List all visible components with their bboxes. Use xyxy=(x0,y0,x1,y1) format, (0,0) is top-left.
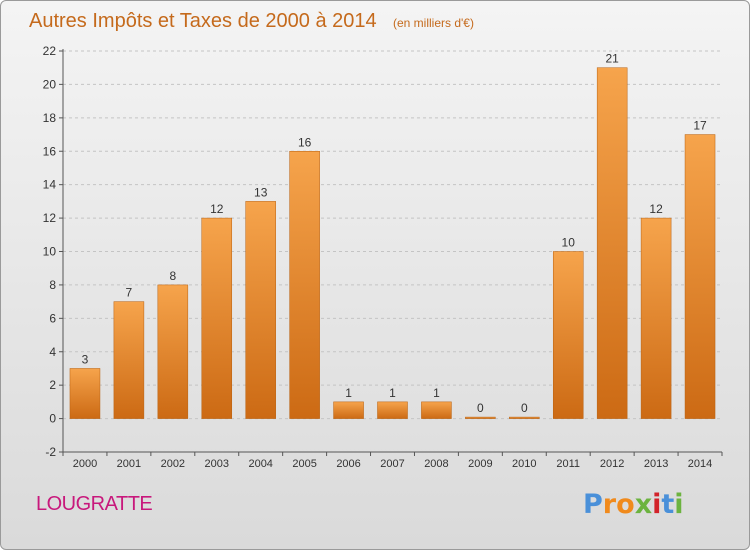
x-tick-label: 2011 xyxy=(556,458,580,470)
logo-letter: i xyxy=(652,489,662,520)
logo-letter: t xyxy=(661,489,675,520)
x-tick-label: 2004 xyxy=(248,458,272,470)
data-label: 1 xyxy=(345,386,352,400)
proxiti-logo: Proxiti xyxy=(583,489,684,520)
bar xyxy=(684,134,716,419)
y-tick-labels: -2 0 2 4 6 8 10 12 14 16 18 20 22 xyxy=(43,44,57,459)
x-tick-label: 2012 xyxy=(600,458,624,470)
chart-title: Autres Impôts et Taxes de 2000 à 2014 xyxy=(29,10,377,32)
bar xyxy=(596,67,628,419)
bar xyxy=(421,401,452,419)
y-tick-label: 22 xyxy=(43,44,57,58)
x-tick-label: 2010 xyxy=(512,458,536,470)
y-tick-label: 4 xyxy=(49,345,56,359)
data-label: 21 xyxy=(605,52,619,66)
x-tick-label: 2014 xyxy=(688,458,712,470)
data-label: 0 xyxy=(477,401,484,415)
x-tick-labels: 2000 2001 2002 2003 2004 2005 2006 2007 2008 2009… xyxy=(73,458,713,470)
logo-letter: r xyxy=(602,489,617,520)
logo-letter: o xyxy=(616,489,635,520)
x-tick-label: 2001 xyxy=(117,458,141,470)
x-tick-label: 2008 xyxy=(424,458,448,470)
x-tick-label: 2000 xyxy=(73,458,97,470)
y-tick-label: 20 xyxy=(43,77,57,91)
chart-subtitle: (en milliers d'€) xyxy=(393,16,474,30)
y-tick-label: 10 xyxy=(43,245,57,259)
x-tick-label: 2009 xyxy=(468,458,492,470)
logo-letter: P xyxy=(583,489,603,520)
bars xyxy=(69,67,716,419)
x-tick-label: 2002 xyxy=(161,458,185,470)
bar xyxy=(113,301,145,419)
bar xyxy=(157,284,189,419)
data-label: 12 xyxy=(649,202,663,216)
bar xyxy=(465,416,496,419)
y-tick-label: 2 xyxy=(49,378,56,392)
data-label: 16 xyxy=(298,135,312,149)
bar xyxy=(289,151,320,419)
axes xyxy=(62,49,722,453)
data-label: 1 xyxy=(433,386,440,400)
y-tick-label: 14 xyxy=(43,178,57,192)
y-tick-label: 6 xyxy=(49,311,56,325)
bar xyxy=(333,401,364,419)
y-tick-label: 12 xyxy=(43,211,57,225)
data-label: 0 xyxy=(521,401,528,415)
data-label: 10 xyxy=(562,236,576,250)
bar xyxy=(640,217,672,419)
data-label: 3 xyxy=(82,352,89,366)
town-name: LOUGRATTE xyxy=(36,493,153,515)
x-tick-label: 2013 xyxy=(644,458,668,470)
y-tick-label: 18 xyxy=(43,111,57,125)
y-tick-label: -2 xyxy=(45,445,56,459)
logo-letter: x xyxy=(634,489,653,520)
data-label: 13 xyxy=(254,185,268,199)
data-label: 8 xyxy=(169,269,176,283)
data-label: 17 xyxy=(693,119,707,133)
y-tick-label: 0 xyxy=(49,412,56,426)
x-tick-label: 2003 xyxy=(205,458,229,470)
bar xyxy=(245,201,276,419)
logo-letter: i xyxy=(674,489,684,520)
y-tick-label: 16 xyxy=(43,144,57,158)
data-label: 7 xyxy=(126,286,133,300)
bar xyxy=(69,368,101,419)
data-label: 12 xyxy=(210,202,224,216)
bar xyxy=(201,217,233,419)
bar xyxy=(377,401,408,419)
y-tick-label: 8 xyxy=(49,278,56,292)
x-tick-label: 2006 xyxy=(336,458,360,470)
bar xyxy=(552,251,584,419)
data-label: 1 xyxy=(389,386,396,400)
bar xyxy=(509,416,540,419)
x-tick-label: 2007 xyxy=(380,458,404,470)
x-tick-label: 2005 xyxy=(292,458,316,470)
